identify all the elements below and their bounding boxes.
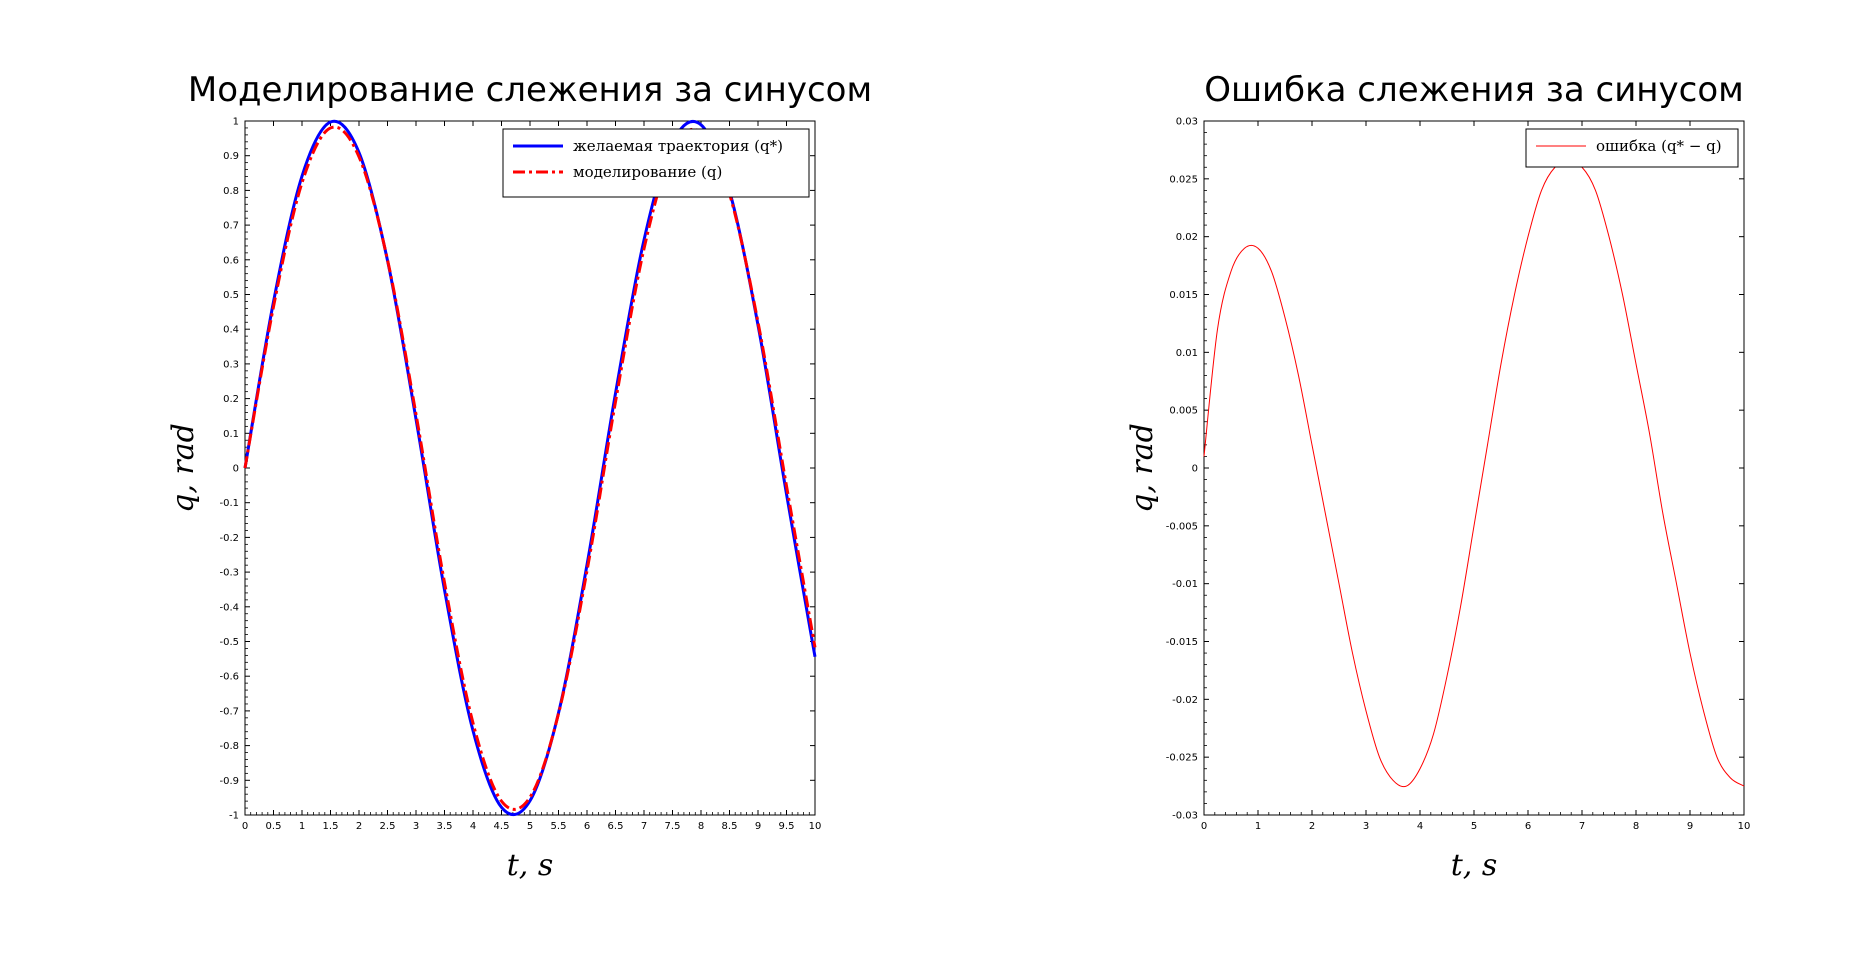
- y-tick-label: 0.6: [223, 255, 239, 266]
- x-tick-label: 1: [1255, 821, 1261, 832]
- y-tick-label: 0.025: [1169, 174, 1198, 185]
- legend-box: [1525, 128, 1739, 168]
- x-tick-label: 1: [299, 821, 305, 832]
- y-tick-label: 0.8: [223, 186, 239, 197]
- x-tick-label: 8: [698, 821, 704, 832]
- y-tick-label: 0.3: [223, 359, 239, 370]
- x-tick-label: 8.5: [722, 821, 738, 832]
- y-tick-label: 0.9: [223, 151, 239, 162]
- x-tick-label: 6: [1525, 821, 1531, 832]
- y-tick-label: -0.3: [219, 568, 239, 579]
- x-tick-label: 3: [413, 821, 419, 832]
- x-tick-label: 9: [1687, 821, 1693, 832]
- x-tick-label: 7: [641, 821, 647, 832]
- y-tick-label: -1: [229, 811, 239, 822]
- chart-2: Ошибка слежения за синусом 0 1 2 3 4 5 6 7 8 9 10 0.…: [1125, 70, 1750, 883]
- y-tick-label: 0.02: [1176, 232, 1198, 243]
- x-tick-label: 10: [1738, 821, 1751, 832]
- y-tick-label: -0.5: [219, 637, 239, 648]
- y-tick-label: -0.6: [219, 672, 239, 683]
- y-tick-label: 0.005: [1169, 406, 1198, 417]
- legend: желаемая траектория (q*) моделирование (q…: [502, 128, 810, 198]
- x-tick-label: 5.5: [551, 821, 567, 832]
- legend-box: [502, 128, 810, 198]
- chart-1: Моделирование слежения за синусом 0 0.5 1 1.…: [166, 70, 872, 883]
- x-tick-label: 1.5: [323, 821, 339, 832]
- y-tick-label: 0.7: [223, 221, 239, 232]
- x-tick-label: 0: [1201, 821, 1207, 832]
- x-tick-label: 2: [356, 821, 362, 832]
- y-tick-label: -0.7: [219, 706, 239, 717]
- legend-label-1: ошибка (q* − q): [1596, 137, 1722, 155]
- y-tick-label: 0.5: [223, 290, 239, 301]
- y-tick-label: -0.005: [1166, 521, 1198, 532]
- x-tick-label: 7: [1579, 821, 1585, 832]
- y-tick-label: 0.4: [223, 325, 239, 336]
- x-axis-label: t, s: [507, 848, 554, 883]
- y-tick-label: -0.03: [1172, 811, 1198, 822]
- y-tick-label: -0.9: [219, 776, 239, 787]
- chart-title: Моделирование слежения за синусом: [188, 70, 872, 110]
- x-tick-label: 9.5: [779, 821, 795, 832]
- x-tick-label: 2.5: [380, 821, 396, 832]
- y-tick-label: 0.1: [223, 429, 239, 440]
- y-tick-label: 0: [233, 464, 239, 475]
- x-tick-label: 4: [1417, 821, 1423, 832]
- plot-area: [1203, 120, 1745, 816]
- y-tick-label: 0: [1192, 464, 1198, 475]
- y-tick-label: -0.025: [1166, 753, 1198, 764]
- x-tick-label: 9: [755, 821, 761, 832]
- x-tick-label: 8: [1633, 821, 1639, 832]
- legend: ошибка (q* − q): [1525, 128, 1739, 168]
- y-axis-label: q, rad: [166, 423, 201, 513]
- y-tick-label: 0.03: [1176, 117, 1198, 128]
- x-tick-label: 0.5: [266, 821, 282, 832]
- y-tick-label: 1: [233, 117, 239, 128]
- x-tick-label: 3: [1363, 821, 1369, 832]
- plot-area: [244, 120, 816, 816]
- x-tick-label: 10: [809, 821, 822, 832]
- y-axis-label: q, rad: [1125, 423, 1160, 513]
- x-tick-label: 6: [584, 821, 590, 832]
- chart-title: Ошибка слежения за синусом: [1204, 70, 1744, 110]
- y-tick-label: -0.1: [219, 498, 239, 509]
- x-axis-label: t, s: [1451, 848, 1498, 883]
- legend-label-1: желаемая траектория (q*): [573, 137, 783, 155]
- x-tick-label: 5: [1471, 821, 1477, 832]
- x-tick-label: 0: [242, 821, 248, 832]
- series-line-1: [1203, 160, 1745, 788]
- y-tick-label: -0.01: [1172, 579, 1198, 590]
- x-tick-label: 4: [470, 821, 476, 832]
- x-tick-label: 5: [527, 821, 533, 832]
- y-tick-label: 0.015: [1169, 290, 1198, 301]
- x-tick-label: 4.5: [494, 821, 510, 832]
- x-tick-label: 6.5: [608, 821, 624, 832]
- y-tick-label: -0.2: [219, 533, 239, 544]
- x-tick-label: 3.5: [437, 821, 453, 832]
- x-tick-label: 7.5: [665, 821, 681, 832]
- y-tick-label: -0.4: [219, 602, 239, 613]
- y-tick-label: -0.8: [219, 741, 239, 752]
- y-tick-label: 0.2: [223, 394, 239, 405]
- y-tick-label: -0.02: [1172, 695, 1198, 706]
- legend-label-2: моделирование (q): [573, 163, 722, 181]
- x-tick-label: 2: [1309, 821, 1315, 832]
- y-tick-label: -0.015: [1166, 637, 1198, 648]
- y-tick-label: 0.01: [1176, 348, 1198, 359]
